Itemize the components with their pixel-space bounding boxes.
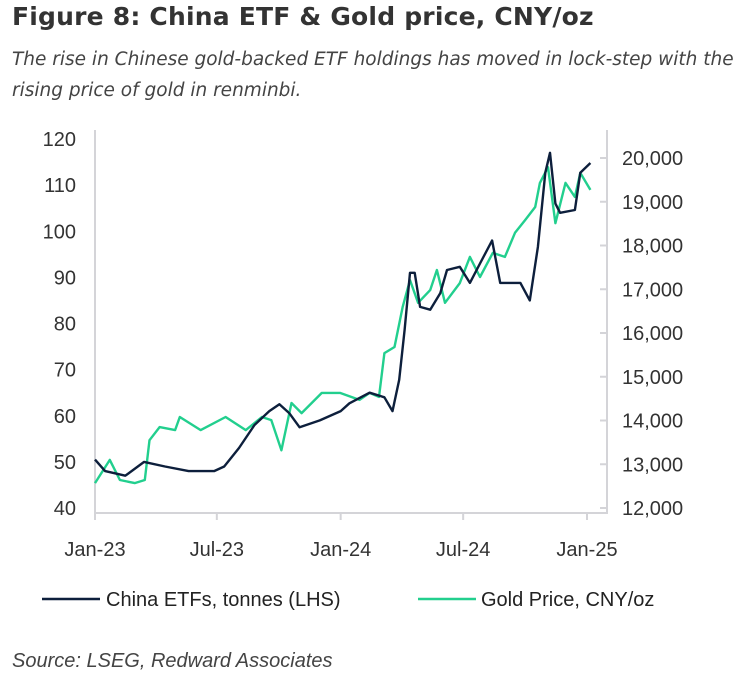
axes: 40 50 60 70 80 90 100 110 120 12,000 13,000 14,000 1… (43, 129, 684, 561)
y-right-tick-label: 14,000 (622, 411, 683, 433)
x-tick-label: Jul-23 (190, 539, 244, 561)
gold-series-line (93, 166, 592, 485)
y-left-tick-label: 100 (43, 221, 76, 243)
y-left-tick-label: 50 (54, 452, 76, 474)
legend: China ETFs, tonnes (LHS) Gold Price, CNY… (42, 589, 654, 611)
y-right-tick-label: 16,000 (622, 323, 683, 345)
x-tick-label: Jan-23 (64, 539, 125, 561)
source-note: Source: LSEG, Redward Associates (12, 650, 333, 672)
x-tick-label: Jan-24 (310, 539, 371, 561)
x-tick-label: Jul-24 (436, 539, 490, 561)
y-left-tick-label: 110 (44, 175, 76, 197)
y-right-tick-label: 12,000 (622, 498, 683, 520)
y-left-tick-label: 90 (54, 267, 76, 289)
y-right-tick-label: 20,000 (622, 148, 683, 170)
series-lines (93, 151, 592, 485)
figure-subtitle: The rise in Chinese gold-backed ETF hold… (12, 49, 734, 101)
y-left-tick-label: 70 (54, 360, 76, 382)
figure-title: Figure 8: China ETF & Gold price, CNY/oz (12, 2, 594, 31)
y-left-tick-label: 80 (54, 314, 76, 336)
y-right-tick-label: 19,000 (622, 192, 683, 214)
y-left-tick-label: 120 (43, 129, 76, 151)
y-right-tick-label: 17,000 (622, 279, 683, 301)
y-right-tick-label: 13,000 (622, 454, 683, 476)
y-left-tick-label: 40 (54, 498, 76, 520)
legend-label-gold: Gold Price, CNY/oz (481, 589, 654, 611)
y-right-tick-label: 15,000 (622, 367, 683, 389)
y-left-tick-label: 60 (54, 406, 76, 428)
legend-label-etf: China ETFs, tonnes (LHS) (106, 589, 341, 611)
etf-series-line (94, 151, 592, 477)
y-right-tick-label: 18,000 (622, 236, 683, 258)
x-tick-label: Jan-25 (556, 539, 617, 561)
